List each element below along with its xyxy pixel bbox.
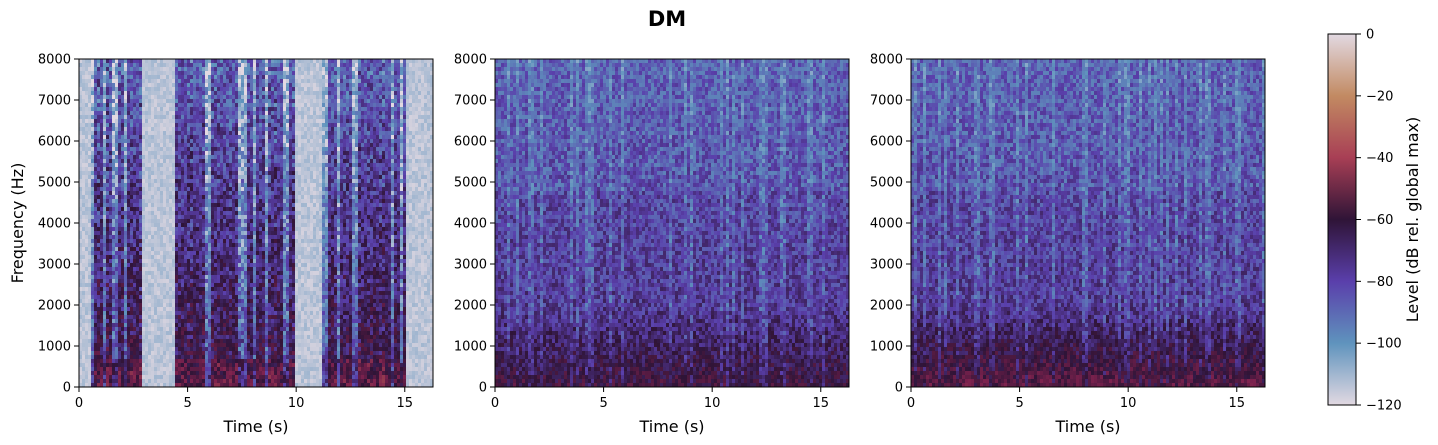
y-tick-label: 7000 [38,94,71,109]
y-tick-label: 0 [63,381,71,396]
x-tick-label: 15 [812,396,829,411]
colorbar-tick-label: −60 [1366,213,1393,228]
colorbar-tick-label: −20 [1366,89,1393,104]
y-tick-label: 4000 [38,217,71,232]
y-tick-label: 2000 [454,299,487,314]
x-tick-label: 10 [704,396,721,411]
y-tick-label: 7000 [870,94,903,109]
spectrogram-image [495,59,850,388]
y-tick-label: 1000 [870,340,903,355]
colorbar-tick-label: −40 [1366,151,1393,166]
colorbar-tick-label: −100 [1366,337,1402,352]
colorbar-tick-label: 0 [1366,28,1374,43]
spectrogram-image [911,59,1266,388]
y-tick-label: 0 [895,381,903,396]
spectrogram-panel-1: 0 5 10 15 0 1000 2000 3000 4000 5000 6000 7000 8000 T… [8,53,434,436]
y-tick-label: 0 [479,381,487,396]
y-tick-label: 4000 [870,217,903,232]
colorbar: 0 −20 −40 −60 −80 −100 −120 Level (dB rel. glob… [1327,28,1422,414]
y-tick-label: 8000 [454,53,487,68]
y-tick-label: 3000 [38,258,71,273]
x-axis-label: Time (s) [222,417,288,436]
y-tick-label: 5000 [454,176,487,191]
y-tick-label: 3000 [870,258,903,273]
x-tick-label: 5 [599,396,607,411]
y-tick-label: 6000 [454,135,487,150]
spectrogram-panel-3: 0 5 10 15 0 1000 2000 3000 4000 5000 6000 7000 8000 T… [870,53,1266,436]
x-tick-label: 0 [907,396,915,411]
x-tick-label: 15 [1228,396,1245,411]
y-tick-label: 5000 [870,176,903,191]
colorbar-tick-label: −80 [1366,275,1393,290]
x-axis-label: Time (s) [638,417,704,436]
y-tick-label: 1000 [454,340,487,355]
x-tick-label: 10 [1120,396,1137,411]
x-tick-label: 15 [396,396,413,411]
y-tick-label: 8000 [870,53,903,68]
y-tick-label: 6000 [870,135,903,150]
figure-title: DM [648,7,686,31]
x-axis-label: Time (s) [1054,417,1120,436]
y-tick-label: 7000 [454,94,487,109]
y-tick-label: 8000 [38,53,71,68]
x-tick-label: 5 [183,396,191,411]
spectrogram-image [79,59,434,388]
y-axis-label: Frequency (Hz) [8,163,27,284]
y-tick-label: 2000 [38,299,71,314]
y-tick-label: 5000 [38,176,71,191]
x-tick-label: 0 [491,396,499,411]
y-tick-label: 6000 [38,135,71,150]
y-tick-label: 1000 [38,340,71,355]
colorbar-label: Level (dB rel. global max) [1403,117,1422,322]
x-tick-label: 0 [75,396,83,411]
y-tick-label: 2000 [870,299,903,314]
spectrogram-panel-2: 0 5 10 15 0 1000 2000 3000 4000 5000 6000 7000 8000 T… [454,53,850,436]
colorbar-gradient [1327,33,1357,406]
y-tick-label: 3000 [454,258,487,273]
x-tick-label: 5 [1015,396,1023,411]
y-tick-label: 4000 [454,217,487,232]
colorbar-tick-label: −120 [1366,399,1402,414]
x-tick-label: 10 [288,396,305,411]
